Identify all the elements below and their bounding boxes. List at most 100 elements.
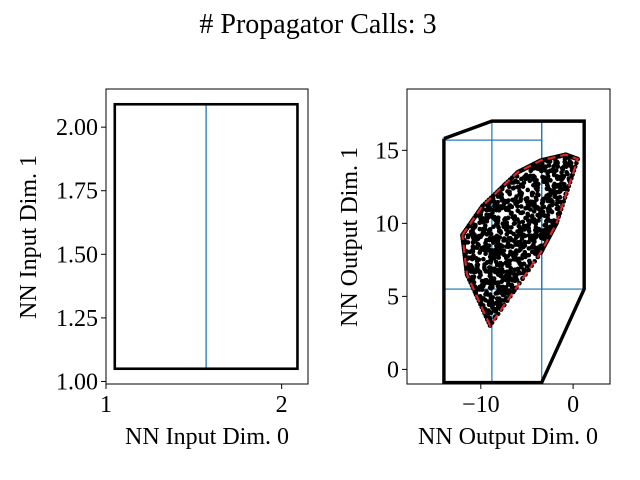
sample-point (557, 210, 563, 216)
sample-point (493, 259, 499, 265)
sample-point (532, 174, 537, 180)
sample-point (541, 179, 547, 185)
sample-point (534, 166, 540, 171)
sample-point (525, 187, 531, 193)
sample-point (487, 285, 493, 291)
sample-point (483, 251, 488, 257)
sample-point (499, 192, 504, 197)
sample-point (490, 295, 496, 300)
sample-point (501, 201, 507, 207)
sample-point (510, 214, 516, 220)
input-domain-axes: 1 2 1.00 1.25 1.50 1.75 2.00 NN Input Dim. 0 N… (16, 88, 309, 450)
sample-point (488, 231, 494, 237)
sample-point (496, 225, 501, 231)
sample-point (517, 192, 522, 197)
sample-point (532, 251, 538, 256)
sample-point (534, 226, 540, 232)
sample-point (470, 247, 475, 253)
sample-point (471, 232, 476, 237)
sample-point (538, 228, 544, 234)
sample-point (487, 273, 493, 279)
sample-point (495, 283, 501, 289)
sample-point (465, 234, 471, 240)
sample-point (486, 308, 491, 313)
sample-point (555, 174, 561, 180)
sample-point (484, 218, 490, 224)
sample-point (513, 201, 518, 207)
sample-point (547, 224, 553, 230)
sample-point (511, 221, 517, 226)
input-domain-xlabel: NN Input Dim. 0 (125, 424, 289, 450)
sample-point (521, 267, 527, 273)
sample-point (468, 255, 474, 260)
sample-point (526, 239, 532, 245)
sample-point (486, 243, 492, 249)
sample-point (527, 234, 533, 239)
sample-point (506, 198, 511, 203)
sample-point (498, 245, 503, 251)
sample-point (504, 244, 509, 249)
sample-point (499, 273, 504, 278)
sample-point (532, 201, 537, 206)
sample-point (507, 184, 512, 190)
sample-point (516, 248, 522, 253)
output-set-xtick-label: 0 (567, 392, 579, 418)
input-domain-ytick-label: 1.00 (56, 369, 98, 395)
sample-point (470, 266, 475, 272)
sample-point (482, 264, 487, 270)
sample-point (520, 219, 526, 225)
sample-point (507, 189, 512, 195)
sample-point (465, 240, 471, 245)
sample-point (497, 235, 503, 240)
sample-point (539, 200, 545, 206)
sample-point (557, 189, 562, 195)
input-domain-frame (105, 88, 309, 385)
sample-point (521, 180, 527, 186)
sample-point (509, 282, 515, 288)
sample-point (484, 289, 489, 294)
sample-point (523, 196, 528, 202)
sample-point (481, 256, 486, 262)
sample-point (499, 198, 505, 203)
sample-point (475, 241, 481, 247)
output-set-ylabel: NN Output Dim. 1 (337, 147, 363, 327)
sample-point (555, 160, 560, 166)
sample-point (517, 261, 523, 267)
sample-point (508, 270, 514, 276)
sample-point (538, 207, 544, 213)
input-domain-plot-area (113, 102, 299, 371)
input-domain-ytick-label: 1.50 (56, 242, 98, 268)
sample-point (514, 272, 519, 277)
sample-point (526, 205, 531, 211)
sample-point (520, 210, 526, 215)
sample-point (526, 267, 531, 273)
sample-point (504, 220, 510, 225)
sample-point (486, 207, 491, 213)
sample-point (545, 183, 551, 189)
sample-point (525, 213, 531, 219)
sample-point (558, 177, 564, 182)
sample-point (503, 205, 509, 211)
sample-point (547, 207, 553, 212)
sample-point (555, 198, 560, 203)
sample-point (544, 193, 549, 199)
sample-point (551, 185, 557, 190)
sample-point (493, 291, 499, 296)
sample-point (564, 169, 569, 175)
sample-point (533, 180, 539, 185)
sample-point (531, 209, 537, 214)
sample-point (494, 243, 499, 249)
sample-point (522, 233, 528, 239)
sample-point (468, 263, 474, 268)
sample-point (520, 241, 526, 247)
sample-point (517, 220, 522, 225)
sample-point (526, 246, 532, 251)
output-set-axes: −10 0 0 5 10 15 NN Output Dim. 0 NN Output Di… (337, 88, 611, 450)
sample-point (561, 199, 566, 204)
sample-point (539, 164, 545, 169)
sample-point (471, 237, 477, 243)
sample-point (533, 195, 539, 201)
sample-point (477, 284, 483, 290)
sample-point (499, 262, 505, 268)
sample-point (558, 181, 563, 187)
